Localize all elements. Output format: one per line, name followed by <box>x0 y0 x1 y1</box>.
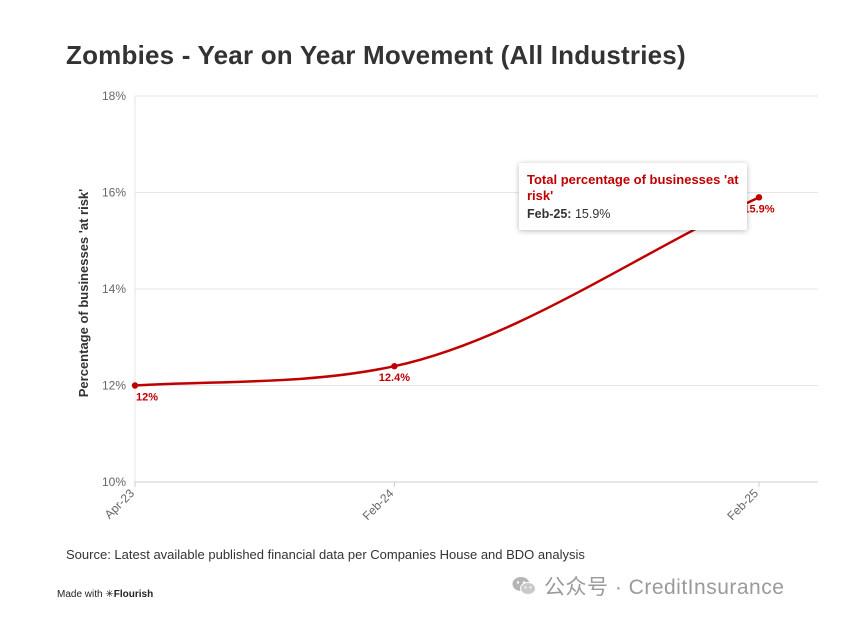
x-tick-label: Feb-25 <box>724 486 761 523</box>
data-label: 12% <box>136 392 158 404</box>
y-tick-label: 10% <box>102 475 126 489</box>
chart-title: Zombies - Year on Year Movement (All Ind… <box>66 40 686 70</box>
y-tick-label: 14% <box>102 282 126 296</box>
tooltip-category: Feb-25: <box>527 207 572 221</box>
data-label: 12.4% <box>379 372 410 384</box>
watermark: 公众号 · CreditInsurance <box>512 573 784 599</box>
series-line <box>133 196 761 387</box>
x-tick-label: Feb-24 <box>360 486 397 523</box>
credit-prefix: Made with <box>57 589 103 600</box>
y-tick-label: 12% <box>102 379 126 393</box>
watermark-text: 公众号 · CreditInsurance <box>544 576 785 599</box>
chart-source-note: Source: Latest available published finan… <box>66 547 585 562</box>
tooltip-value: 15.9% <box>574 207 611 221</box>
y-axis-title: Percentage of businesses 'at risk' <box>76 189 91 398</box>
data-label: 15.9% <box>743 203 774 215</box>
wechat-icon <box>512 576 536 596</box>
chart-tooltip: Total percentage of businesses 'at risk'… <box>519 163 747 230</box>
y-tick-label: 16% <box>102 186 126 200</box>
tooltip-value-row: Feb-25: 15.9% <box>527 207 739 221</box>
flourish-credit-link[interactable]: Made with ✳Flourish <box>57 589 153 600</box>
data-point <box>391 363 398 370</box>
data-point <box>755 194 763 201</box>
x-tick-label: Apr-23 <box>102 486 138 522</box>
flourish-brand: ✳Flourish <box>105 589 154 600</box>
tooltip-series-name: Total percentage of businesses 'at risk' <box>527 172 739 203</box>
y-tick-label: 18% <box>102 89 126 103</box>
data-point <box>131 382 139 389</box>
